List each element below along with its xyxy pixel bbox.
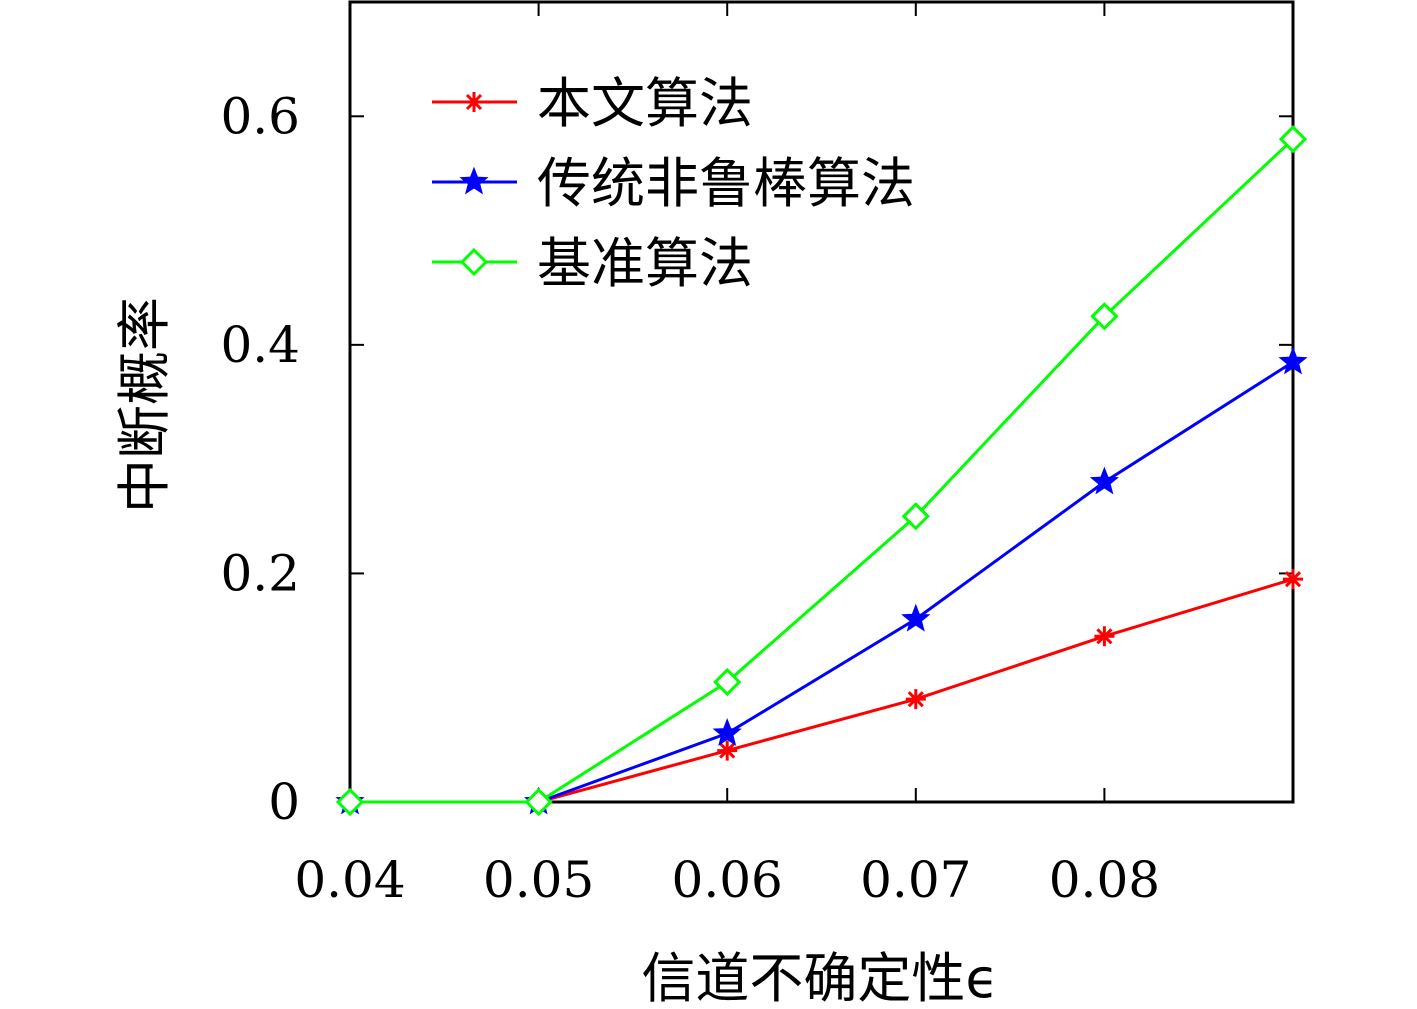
legend-label: 本文算法 [537, 72, 753, 135]
y-tick-label: 0.2 [220, 544, 300, 602]
data-point [901, 603, 931, 632]
legend-swatch-marker [464, 92, 484, 112]
legend-label: 传统非鲁棒算法 [537, 152, 915, 215]
series-layer [335, 125, 1308, 817]
x-tick-label: 0.06 [672, 851, 783, 909]
x-tick-label: 0.08 [1049, 851, 1160, 909]
axis-ticks: 0 0.2 0.4 0.6 0.04 0.05 0.06 0.07 0.08 [220, 2, 1293, 909]
y-tick-label: 0 [268, 773, 300, 831]
data-point [1089, 466, 1120, 495]
legend-item: 传统非鲁棒算法 [432, 152, 915, 215]
data-point [713, 667, 742, 697]
legend-item: 基准算法 [432, 232, 753, 295]
data-point [335, 787, 365, 817]
series-line [350, 577, 1294, 804]
series-3 [335, 125, 1308, 817]
x-tick-label: 0.05 [483, 851, 594, 909]
x-tick-label: 0.07 [860, 851, 971, 909]
series-line [350, 138, 1295, 804]
y-tick-label: 0.4 [220, 316, 300, 374]
legend-swatch-marker [459, 166, 489, 195]
y-axis-title: 中断概率 [113, 297, 176, 513]
data-point [905, 689, 926, 710]
data-point [717, 740, 738, 761]
data-point [712, 717, 742, 746]
x-tick-label: 0.04 [294, 851, 405, 909]
data-point [1278, 346, 1308, 375]
data-point [524, 787, 553, 817]
data-point [1094, 626, 1115, 647]
x-axis-title: 信道不确定性ϵ [641, 947, 998, 1009]
legend-item: 本文算法 [432, 72, 753, 135]
series-line [350, 360, 1294, 804]
data-point [901, 502, 930, 531]
data-point [1278, 125, 1308, 154]
y-tick-label: 0.6 [220, 87, 300, 145]
series-1 [340, 569, 1303, 812]
legend-swatch-marker [459, 247, 489, 277]
data-point [1090, 302, 1119, 331]
legend-label: 基准算法 [537, 232, 753, 295]
data-point [1283, 569, 1303, 590]
plot-frame [348, 0, 1295, 804]
series-2 [335, 346, 1308, 815]
